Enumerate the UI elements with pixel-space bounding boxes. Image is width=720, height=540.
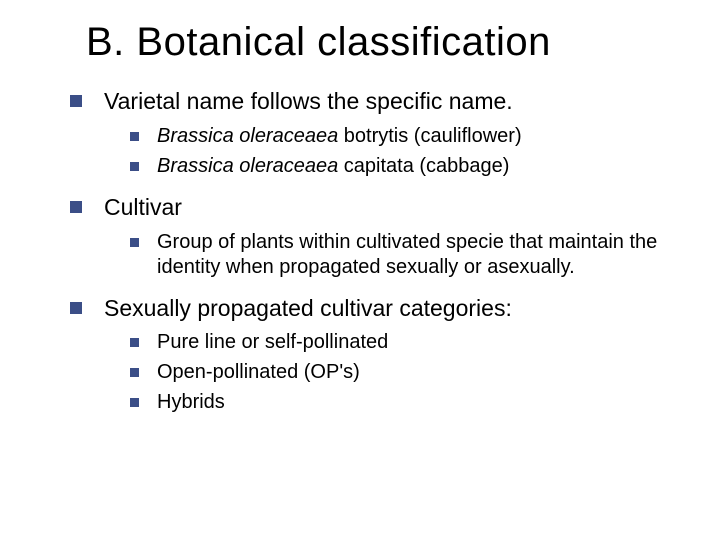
level2-text: Pure line or self-pollinated — [157, 330, 388, 355]
sub-list: Brassica oleraceaea botrytis (cauliflowe… — [70, 124, 690, 179]
level2-text: Group of plants within cultivated specie… — [157, 230, 690, 280]
level2-item: Group of plants within cultivated specie… — [130, 230, 690, 280]
level2-item: Brassica oleraceaea botrytis (cauliflowe… — [130, 124, 690, 149]
square-bullet-icon — [130, 162, 139, 171]
variety-name: botrytis (cauliflower) — [344, 125, 522, 147]
level2-item: Open-pollinated (OP's) — [130, 360, 690, 385]
section-cultivar: Cultivar Group of plants within cultivat… — [70, 193, 690, 280]
square-bullet-icon — [130, 132, 139, 141]
sub-list: Pure line or self-pollinated Open-pollin… — [70, 330, 690, 415]
level2-item: Hybrids — [130, 390, 690, 415]
square-bullet-icon — [70, 95, 82, 107]
level2-item: Pure line or self-pollinated — [130, 330, 690, 355]
level2-text: Hybrids — [157, 390, 225, 415]
level2-text: Brassica oleraceaea botrytis (cauliflowe… — [157, 124, 522, 149]
species-name: Brassica oleraceaea — [157, 155, 344, 177]
level1-text: Varietal name follows the specific name. — [104, 87, 513, 116]
slide-title: B. Botanical classification — [86, 20, 690, 65]
square-bullet-icon — [130, 368, 139, 377]
level2-text: Open-pollinated (OP's) — [157, 360, 360, 385]
species-name: Brassica oleraceaea — [157, 125, 344, 147]
square-bullet-icon — [130, 338, 139, 347]
square-bullet-icon — [70, 302, 82, 314]
section-categories: Sexually propagated cultivar categories:… — [70, 294, 690, 416]
sub-list: Group of plants within cultivated specie… — [70, 230, 690, 280]
square-bullet-icon — [130, 398, 139, 407]
variety-name: capitata (cabbage) — [344, 155, 510, 177]
level2-text: Brassica oleraceaea capitata (cabbage) — [157, 154, 509, 179]
level1-item: Varietal name follows the specific name. — [70, 87, 690, 116]
level1-item: Cultivar — [70, 193, 690, 222]
square-bullet-icon — [70, 201, 82, 213]
slide: B. Botanical classification Varietal nam… — [0, 0, 720, 540]
level2-item: Brassica oleraceaea capitata (cabbage) — [130, 154, 690, 179]
level1-text: Cultivar — [104, 193, 182, 222]
section-varietal: Varietal name follows the specific name.… — [70, 87, 690, 179]
level1-item: Sexually propagated cultivar categories: — [70, 294, 690, 323]
square-bullet-icon — [130, 238, 139, 247]
level1-text: Sexually propagated cultivar categories: — [104, 294, 512, 323]
